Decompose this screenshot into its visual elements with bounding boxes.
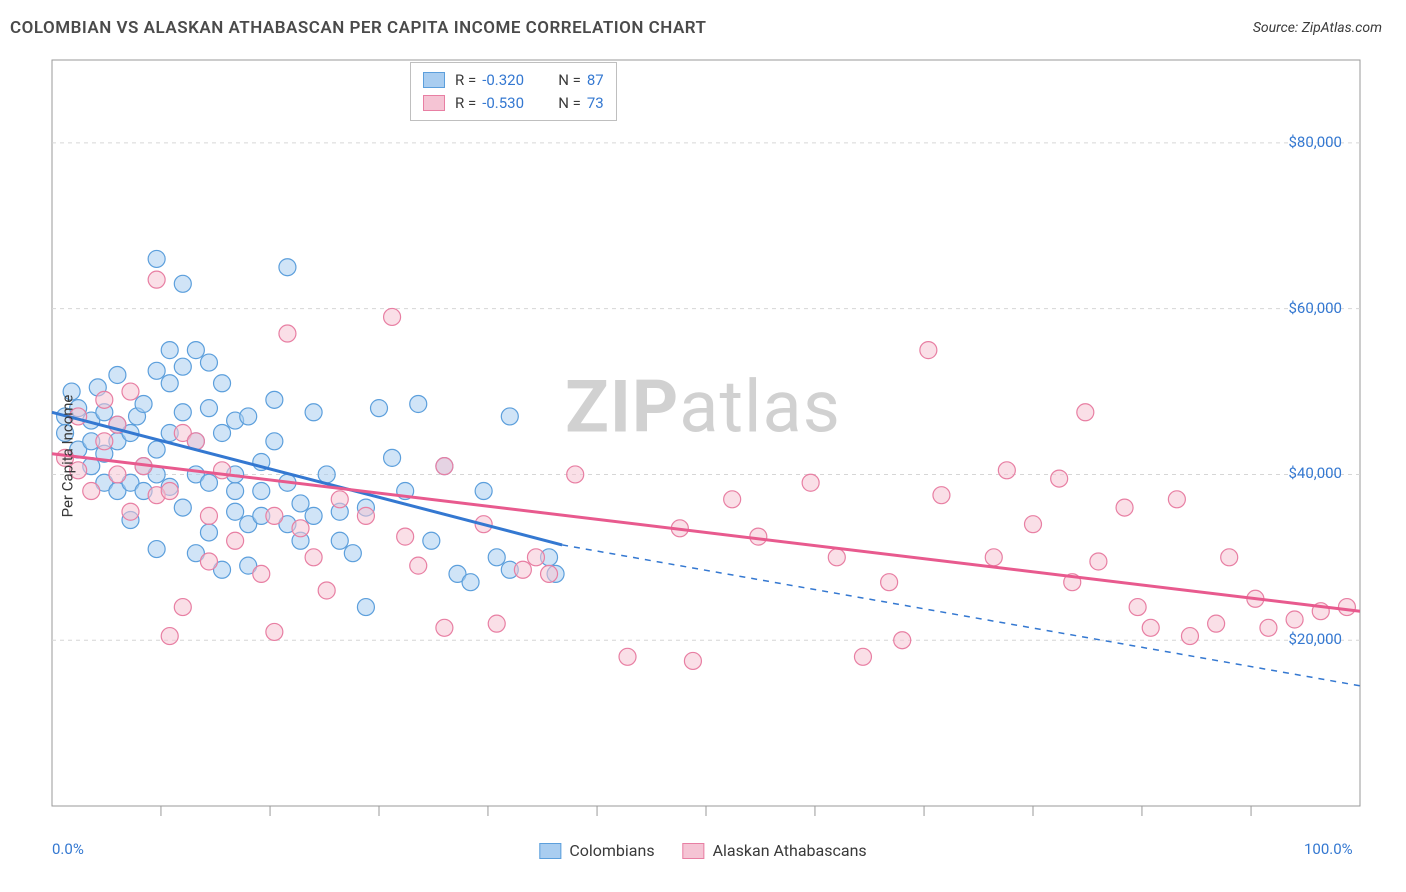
legend-n-value: 87: [587, 69, 604, 92]
series-name: Alaskan Athabascans: [713, 841, 867, 860]
x-axis-max-label: 100.0%: [1304, 840, 1353, 858]
legend-swatch: [683, 843, 705, 859]
legend-n-label: N =: [558, 92, 581, 115]
legend-row: R = -0.320 N = 87: [423, 69, 604, 92]
x-axis-min-label: 0.0%: [52, 840, 84, 858]
legend-n-value: 73: [587, 92, 604, 115]
series-legend-item: Alaskan Athabascans: [683, 841, 867, 860]
source-attribution: Source: ZipAtlas.com: [1253, 20, 1382, 36]
chart-container: Per Capita Income ZIPatlas R = -0.320N =…: [0, 46, 1406, 866]
legend-row: R = -0.530 N = 73: [423, 92, 604, 115]
y-tick-label: $40,000: [1288, 464, 1342, 482]
legend-r-value: -0.320: [482, 69, 538, 92]
correlation-legend: R = -0.320 N = 87 R = -0.530 N = 73: [410, 62, 617, 121]
legend-swatch: [423, 72, 445, 88]
y-tick-label: $80,000: [1288, 133, 1342, 151]
y-tick-label: $20,000: [1288, 630, 1342, 648]
legend-n-label: N =: [558, 69, 581, 92]
chart-title: COLOMBIAN VS ALASKAN ATHABASCAN PER CAPI…: [10, 18, 707, 38]
series-legend: Colombians Alaskan Athabascans: [539, 841, 866, 860]
series-name: Colombians: [569, 841, 654, 860]
y-tick-label: $60,000: [1288, 299, 1342, 317]
series-legend-item: Colombians: [539, 841, 654, 860]
y-axis-label: Per Capita Income: [58, 395, 76, 518]
legend-r-value: -0.530: [482, 92, 538, 115]
legend-swatch: [539, 843, 561, 859]
legend-r-label: R =: [455, 92, 476, 115]
scatter-plot-svg: [0, 46, 1406, 846]
legend-r-label: R =: [455, 69, 476, 92]
legend-swatch: [423, 95, 445, 111]
